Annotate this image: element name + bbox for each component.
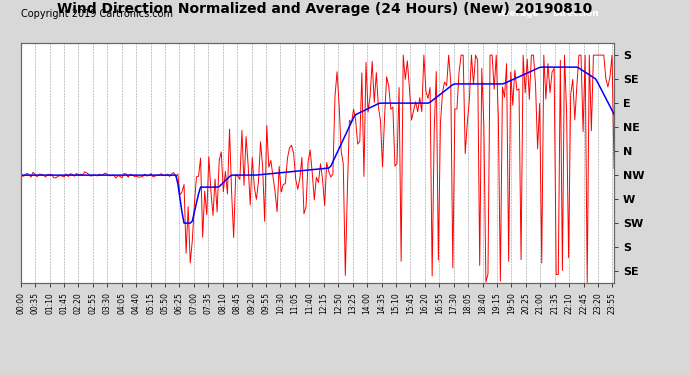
Text: Wind Direction Normalized and Average (24 Hours) (New) 20190810: Wind Direction Normalized and Average (2… [57, 2, 592, 16]
Text: Copyright 2019 Cartronics.com: Copyright 2019 Cartronics.com [21, 9, 172, 20]
Text: Average: Average [498, 9, 540, 18]
Text: Direction: Direction [553, 9, 599, 18]
